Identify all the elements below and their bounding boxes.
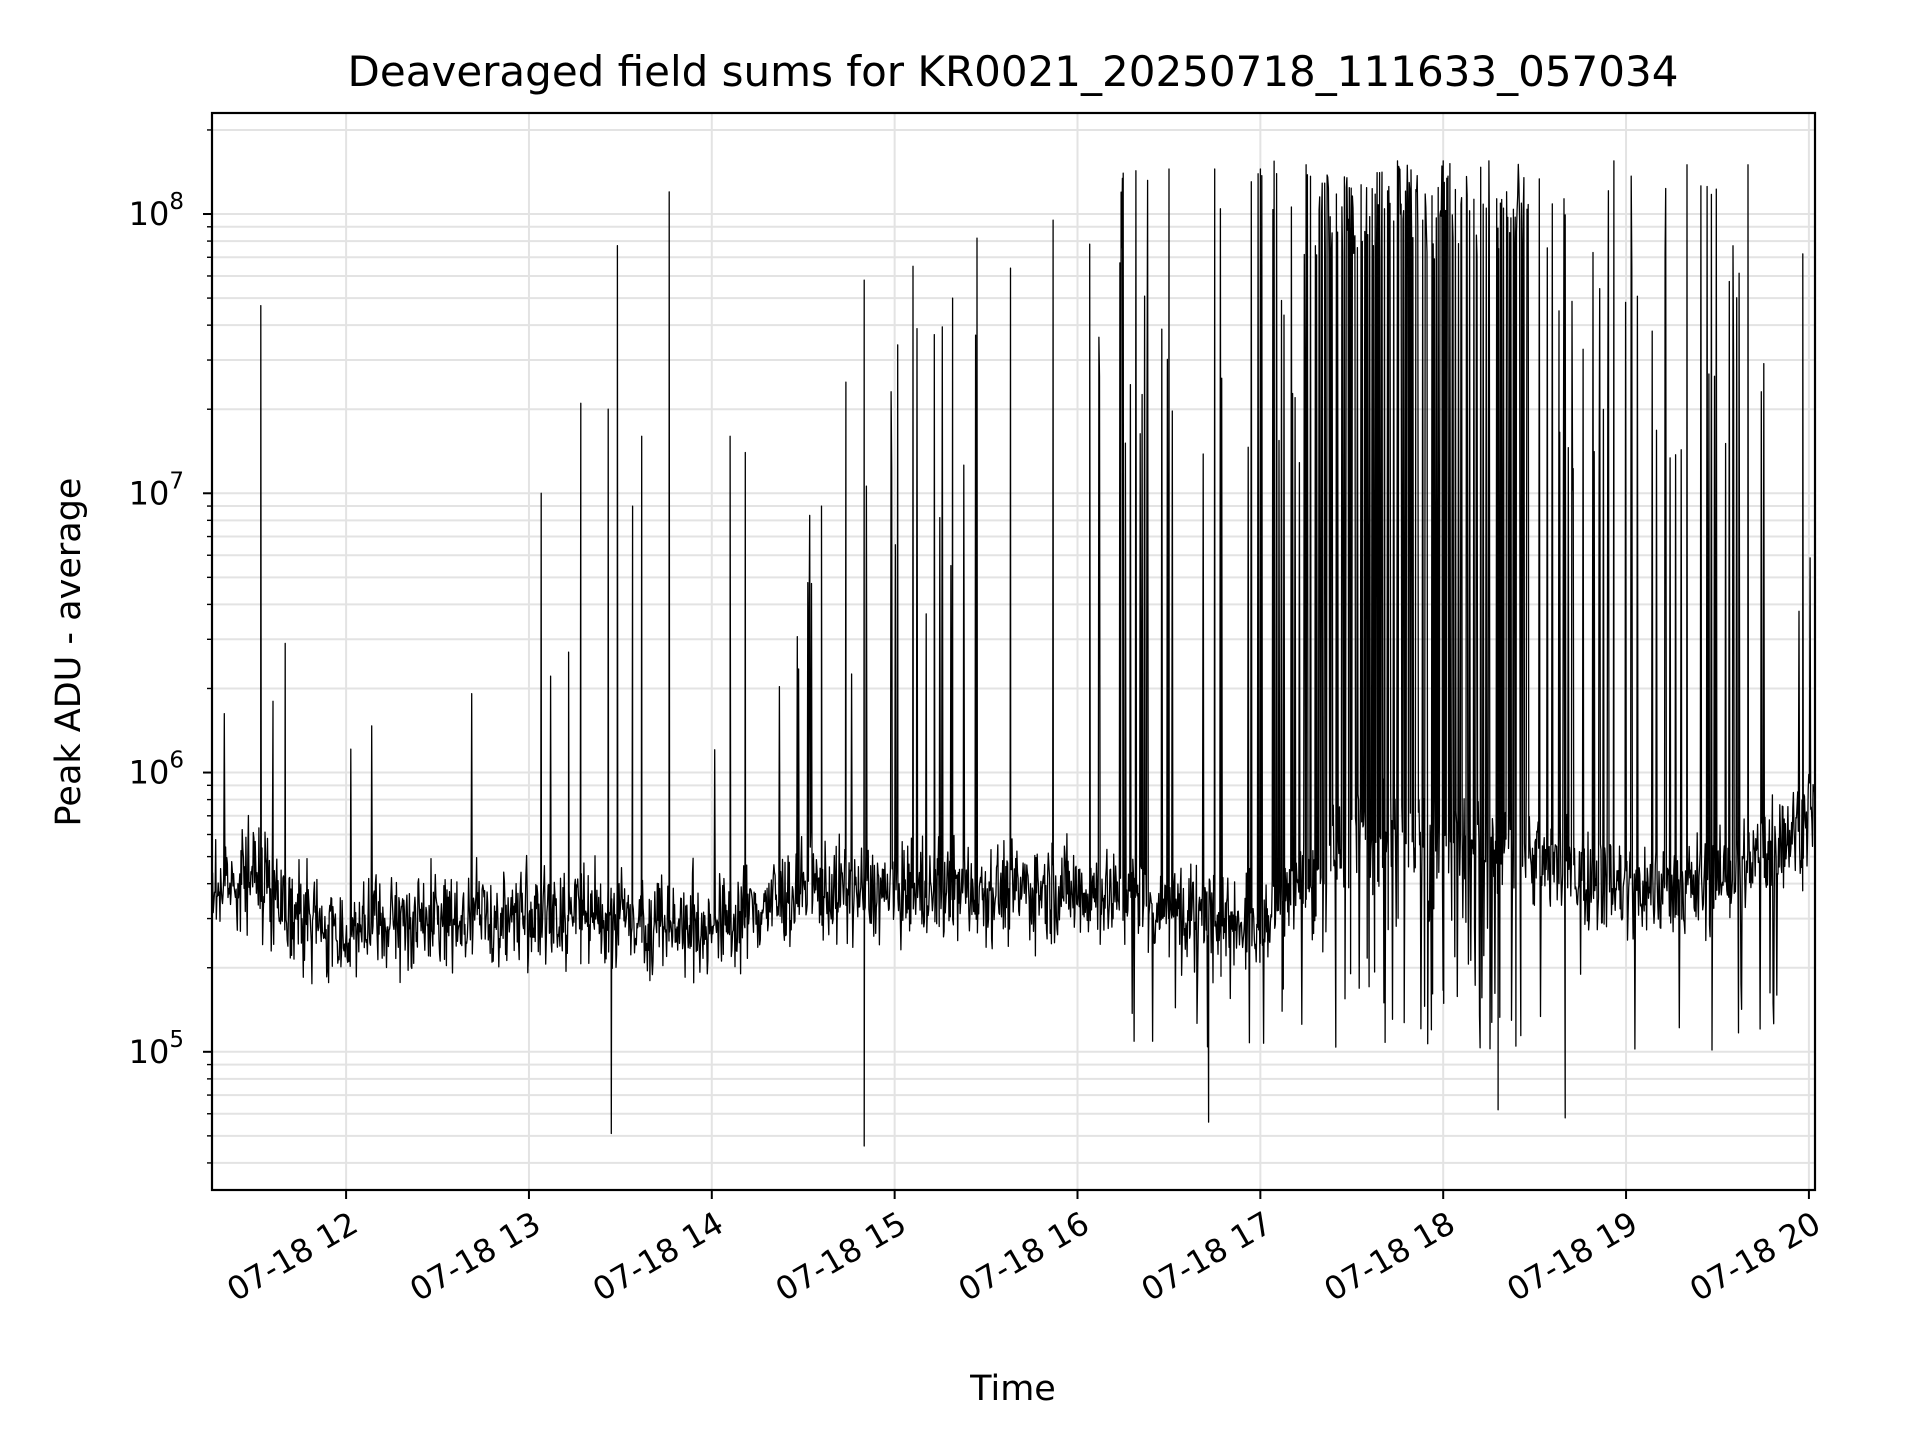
y-tick-label: 105	[129, 1027, 184, 1071]
series-line	[212, 160, 1815, 1147]
y-tick-label: 106	[129, 748, 184, 792]
x-axis-label: Time	[969, 1369, 1056, 1409]
plot-area	[212, 160, 1815, 1147]
chart-title: Deaveraged field sums for KR0021_2025071…	[348, 47, 1679, 96]
y-axis: 105 106 107 108	[129, 129, 212, 1164]
y-tick-label: 107	[129, 468, 184, 512]
y-tick-label: 108	[129, 189, 184, 233]
y-axis-label: Peak ADU - average	[49, 478, 89, 827]
axes-frame	[210, 111, 1817, 1192]
